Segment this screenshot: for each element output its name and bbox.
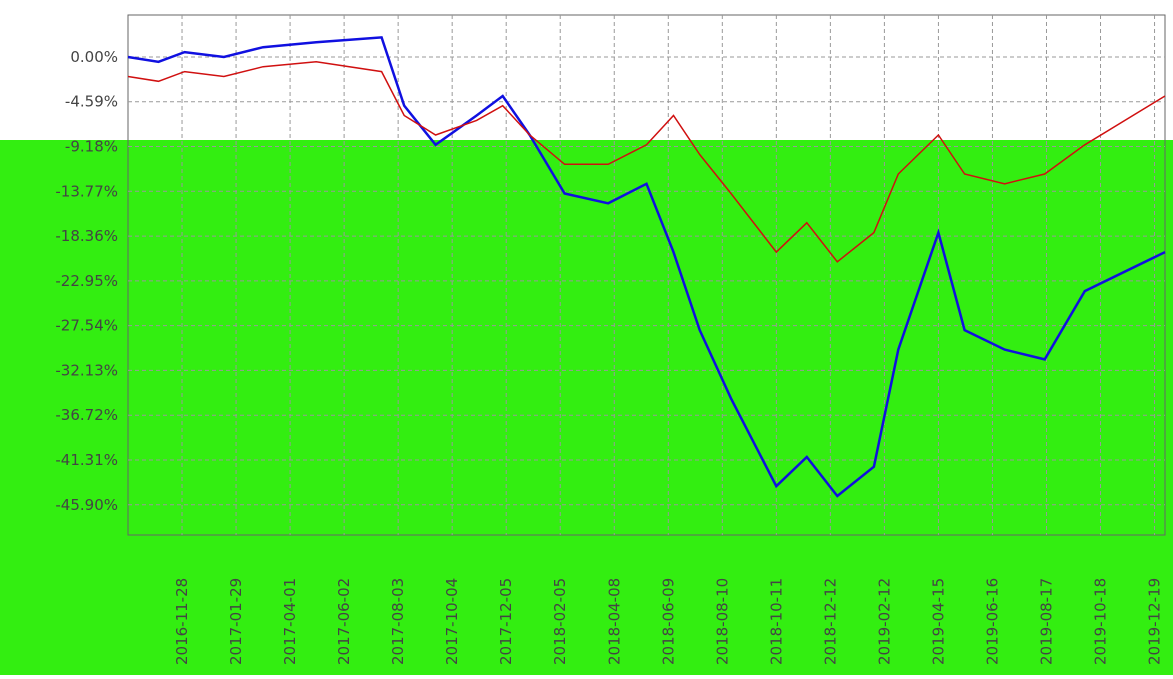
x-tick-label: 2017-08-03 [389, 578, 407, 665]
y-tick-label: -9.18% [65, 138, 118, 156]
y-tick-label: -4.59% [65, 93, 118, 111]
x-tick-label: 2016-11-28 [173, 578, 191, 665]
y-tick-label: -22.95% [55, 272, 118, 290]
x-tick-label: 2017-01-29 [227, 578, 245, 665]
x-tick-label: 2018-02-05 [551, 578, 569, 665]
x-tick-label: 2019-04-15 [929, 578, 947, 665]
y-tick-label: -36.72% [55, 406, 118, 424]
x-tick-label: 2018-12-12 [821, 578, 839, 665]
y-tick-label: -41.31% [55, 451, 118, 469]
y-tick-label: -45.90% [55, 496, 118, 514]
x-tick-label: 2018-08-10 [713, 578, 731, 665]
y-tick-label: 0.00% [70, 48, 118, 66]
x-tick-label: 2018-10-11 [767, 578, 785, 665]
x-tick-label: 2017-12-05 [497, 578, 515, 665]
x-tick-label: 2019-06-16 [983, 578, 1001, 665]
x-tick-label: 2019-10-18 [1092, 578, 1110, 665]
series-line [127, 36, 1166, 498]
x-tick-label: 2017-10-04 [443, 578, 461, 665]
x-tick-label: 2019-02-12 [875, 578, 893, 665]
y-tick-label: -32.13% [55, 361, 118, 379]
y-tick-label: -27.54% [55, 317, 118, 335]
x-tick-label: 2019-08-17 [1037, 578, 1055, 665]
y-tick-label: -13.77% [55, 182, 118, 200]
series-line [127, 61, 1166, 263]
x-tick-label: 2019-12-19 [1146, 578, 1164, 665]
plot-frame [127, 14, 1166, 536]
glitch-band [0, 140, 1173, 675]
x-tick-label: 2017-06-02 [335, 578, 353, 665]
y-tick-label: -18.36% [55, 227, 118, 245]
x-tick-label: 2017-04-01 [281, 578, 299, 665]
x-tick-label: 2018-06-09 [659, 578, 677, 665]
x-tick-label: 2018-04-08 [605, 578, 623, 665]
